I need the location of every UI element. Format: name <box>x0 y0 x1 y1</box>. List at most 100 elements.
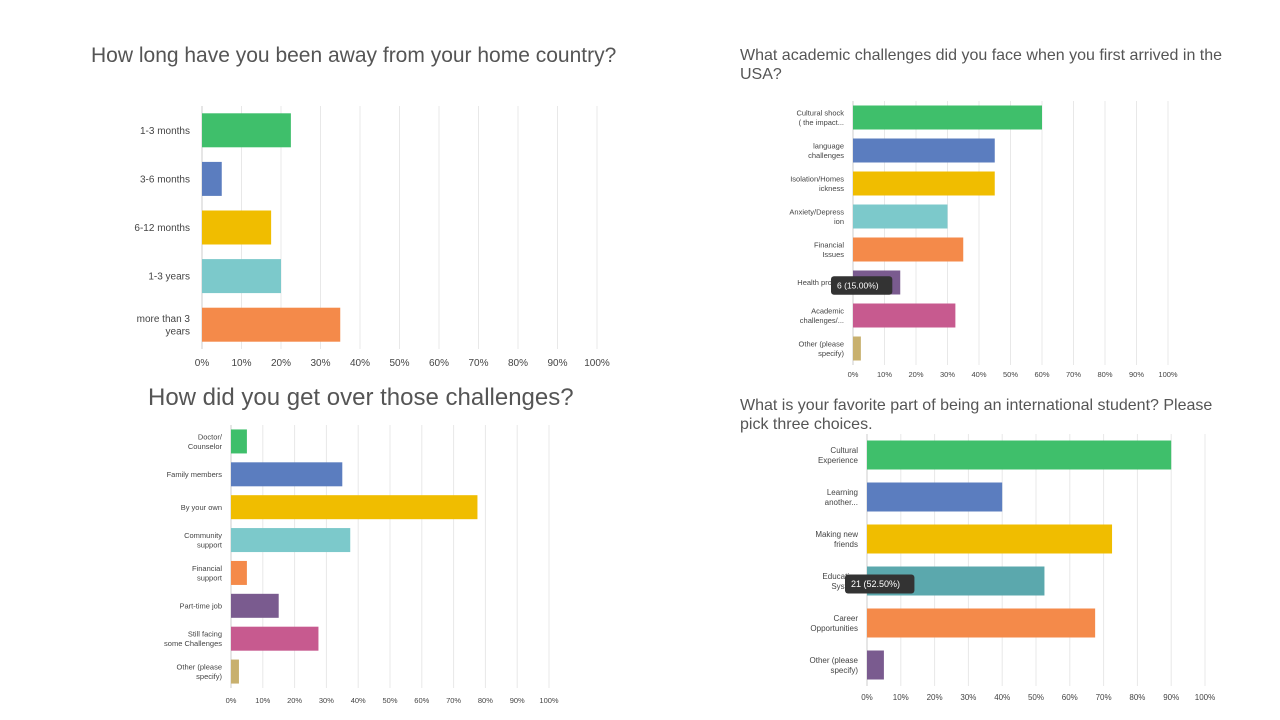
category-label: Making new <box>815 530 858 539</box>
x-tick-label: 70% <box>1096 693 1112 702</box>
bar[interactable] <box>231 659 239 684</box>
category-label: Opportunities <box>810 624 858 633</box>
bar[interactable] <box>202 210 272 245</box>
bar[interactable] <box>202 113 291 148</box>
bar[interactable] <box>867 608 1096 638</box>
bar[interactable] <box>231 429 247 454</box>
bar[interactable] <box>853 336 861 361</box>
bar[interactable] <box>867 650 884 680</box>
category-label: Anxiety/Depress <box>789 207 844 216</box>
category-label: Issues <box>822 250 844 259</box>
x-tick-label: 0% <box>195 358 210 369</box>
x-tick-label: 60% <box>1034 370 1049 379</box>
tooltip <box>845 574 915 594</box>
x-tick-label: 50% <box>382 696 397 705</box>
category-label: Learning <box>827 488 858 497</box>
x-tick-label: 40% <box>994 693 1010 702</box>
tooltip-text: 21 (52.50%) <box>851 579 900 589</box>
category-label: Other (please <box>810 656 859 665</box>
category-label: 6-12 months <box>134 223 190 234</box>
category-label: Counselor <box>188 442 223 451</box>
bar[interactable] <box>867 524 1113 554</box>
bar[interactable] <box>853 105 1042 130</box>
category-label: support <box>197 573 223 582</box>
category-label: 3-6 months <box>140 174 190 185</box>
category-label: ( the impact... <box>799 118 844 127</box>
x-tick-label: 80% <box>478 696 493 705</box>
category-label: Cultural shock <box>796 108 844 117</box>
bar[interactable] <box>231 528 351 553</box>
bar[interactable] <box>231 593 279 618</box>
x-tick-label: 90% <box>510 696 525 705</box>
x-tick-label: 30% <box>319 696 334 705</box>
x-tick-label: 80% <box>1129 693 1145 702</box>
x-tick-label: 80% <box>508 358 528 369</box>
x-tick-label: 0% <box>848 370 859 379</box>
x-tick-label: 70% <box>468 358 488 369</box>
category-label: Financial <box>814 240 844 249</box>
x-tick-label: 10% <box>877 370 892 379</box>
x-tick-label: 40% <box>350 358 370 369</box>
bar[interactable] <box>231 560 247 585</box>
x-tick-label: 100% <box>584 358 610 369</box>
x-tick-label: 100% <box>1195 693 1215 702</box>
bar[interactable] <box>853 303 956 328</box>
category-label: Academic <box>811 306 844 315</box>
x-tick-label: 30% <box>310 358 330 369</box>
chart-title-duration-away: How long have you been away from your ho… <box>91 44 617 67</box>
bar[interactable] <box>202 161 222 196</box>
x-tick-label: 10% <box>231 358 251 369</box>
category-label: Health probl... <box>797 278 844 287</box>
category-label: By your own <box>181 503 222 512</box>
x-tick-label: 80% <box>1097 370 1112 379</box>
x-tick-label: 40% <box>351 696 366 705</box>
x-tick-label: 60% <box>429 358 449 369</box>
bar[interactable] <box>202 259 281 294</box>
x-tick-label: 100% <box>539 696 559 705</box>
x-tick-label: 30% <box>960 693 976 702</box>
category-label: Part-time job <box>179 601 222 610</box>
chart-title-academic-challenges: What academic challenges did you face wh… <box>740 47 1223 84</box>
category-label: specify) <box>830 666 858 675</box>
category-label: language <box>813 141 844 150</box>
bar[interactable] <box>853 237 964 262</box>
category-label: ion <box>834 217 844 226</box>
category-label: support <box>197 540 223 549</box>
bar[interactable] <box>231 626 319 651</box>
x-tick-label: 90% <box>1163 693 1179 702</box>
tooltip <box>831 276 893 295</box>
category-label: some Challenges <box>164 639 222 648</box>
bar[interactable] <box>231 462 343 487</box>
x-tick-label: 60% <box>414 696 429 705</box>
x-tick-label: 70% <box>446 696 461 705</box>
x-tick-label: 50% <box>389 358 409 369</box>
bar[interactable] <box>853 204 948 229</box>
chart-duration: 0% 10% 20% 30% 40% 50% 60% 70% 80% 90% 100% 1-3 mon… <box>134 106 610 369</box>
category-label: challenges/... <box>800 316 844 325</box>
x-tick-label: 20% <box>271 358 291 369</box>
x-tick-label: 90% <box>1129 370 1144 379</box>
chart-favorite: 0% 10% 20% 30% 40% 50% 60% 70% 80% 90% 100% Cultura… <box>810 434 1215 702</box>
x-tick-label: 60% <box>1062 693 1078 702</box>
x-tick-label: 90% <box>547 358 567 369</box>
x-tick-label: 50% <box>1028 693 1044 702</box>
category-label: Doctor/ <box>198 432 223 441</box>
category-label: another... <box>825 498 858 507</box>
category-label: Other (please <box>177 663 222 672</box>
bar[interactable] <box>867 440 1172 470</box>
bar[interactable] <box>867 482 1003 512</box>
bar[interactable] <box>231 495 478 520</box>
x-tick-label: 10% <box>255 696 270 705</box>
x-tick-label: 10% <box>893 693 909 702</box>
category-label: 1-3 months <box>140 126 190 137</box>
bar[interactable] <box>853 138 995 163</box>
category-label: specify) <box>818 349 844 358</box>
chart-overcome: 0% 10% 20% 30% 40% 50% 60% 70% 80% 90% 100% Doctor/… <box>164 425 559 705</box>
chart-academic: 0% 10% 20% 30% 40% 50% 60% 70% 80% 90% 100% Cultura… <box>789 101 1178 379</box>
x-tick-label: 20% <box>287 696 302 705</box>
x-tick-label: 100% <box>1158 370 1178 379</box>
category-label: Isolation/Homes <box>790 174 844 183</box>
bar[interactable] <box>853 171 995 196</box>
bar[interactable] <box>202 307 341 342</box>
category-label: System <box>831 582 858 591</box>
